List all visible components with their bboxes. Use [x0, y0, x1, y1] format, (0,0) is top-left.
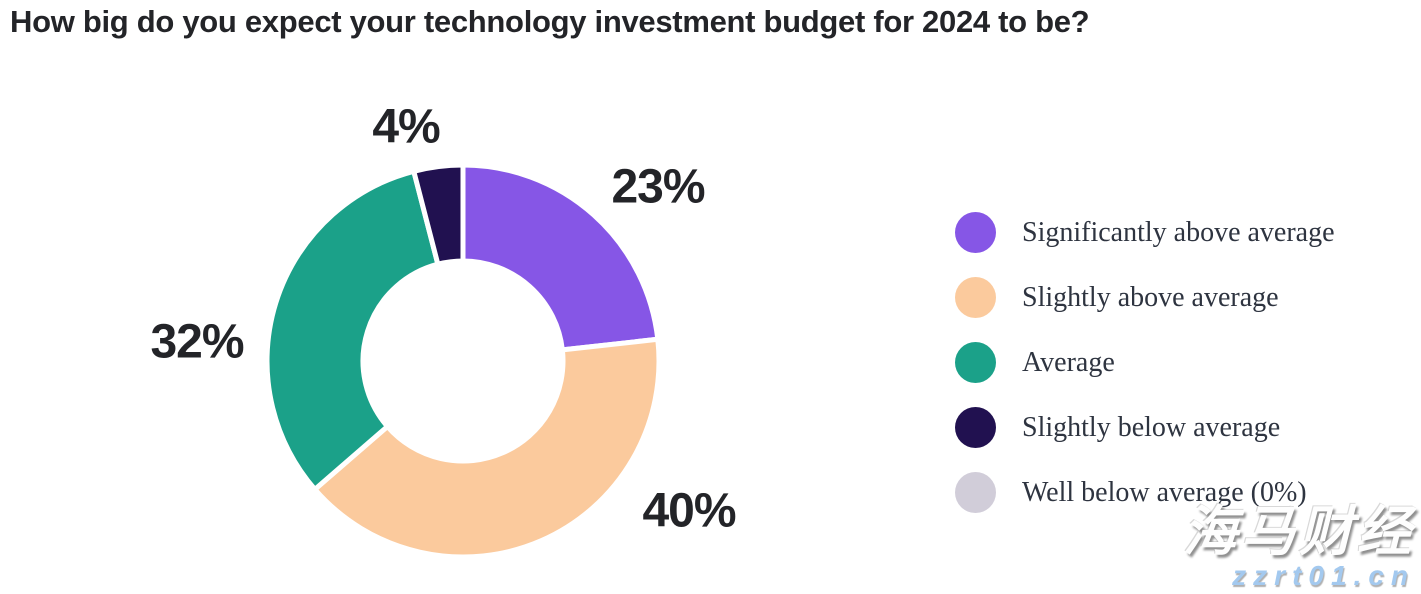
legend-dot-slightly-above: [955, 277, 996, 318]
slice-label-slightly-below: 4%: [372, 100, 440, 154]
legend-dot-slightly-below: [955, 407, 996, 448]
legend-item-slightly-above: Slightly above average: [955, 277, 1335, 318]
donut-slice-1: [312, 336, 662, 560]
legend-label: Slightly below average: [1022, 411, 1281, 443]
donut-slice-0: [460, 162, 661, 353]
legend-dot-well-below: [955, 472, 996, 513]
donut-slice-3: [411, 162, 466, 267]
legend-item-average: Average: [955, 342, 1335, 383]
slice-label-slightly-above: 40%: [642, 484, 736, 538]
legend-label: Average: [1022, 346, 1115, 378]
legend-label: Significantly above average: [1022, 216, 1335, 248]
legend-item-slightly-below: Slightly below average: [955, 407, 1335, 448]
page-title: How big do you expect your technology in…: [10, 4, 1090, 39]
legend-label: Well below average (0%): [1022, 476, 1307, 508]
legend-dot-significantly-above: [955, 212, 996, 253]
legend-item-well-below: Well below average (0%): [955, 472, 1335, 513]
legend-label: Slightly above average: [1022, 281, 1279, 313]
chart-legend: Significantly above average Slightly abo…: [955, 212, 1335, 513]
legend-item-significantly-above: Significantly above average: [955, 212, 1335, 253]
slice-label-average: 32%: [150, 315, 244, 369]
slice-label-significantly-above: 23%: [611, 160, 705, 214]
donut-slice-2: [264, 168, 441, 492]
legend-dot-average: [955, 342, 996, 383]
